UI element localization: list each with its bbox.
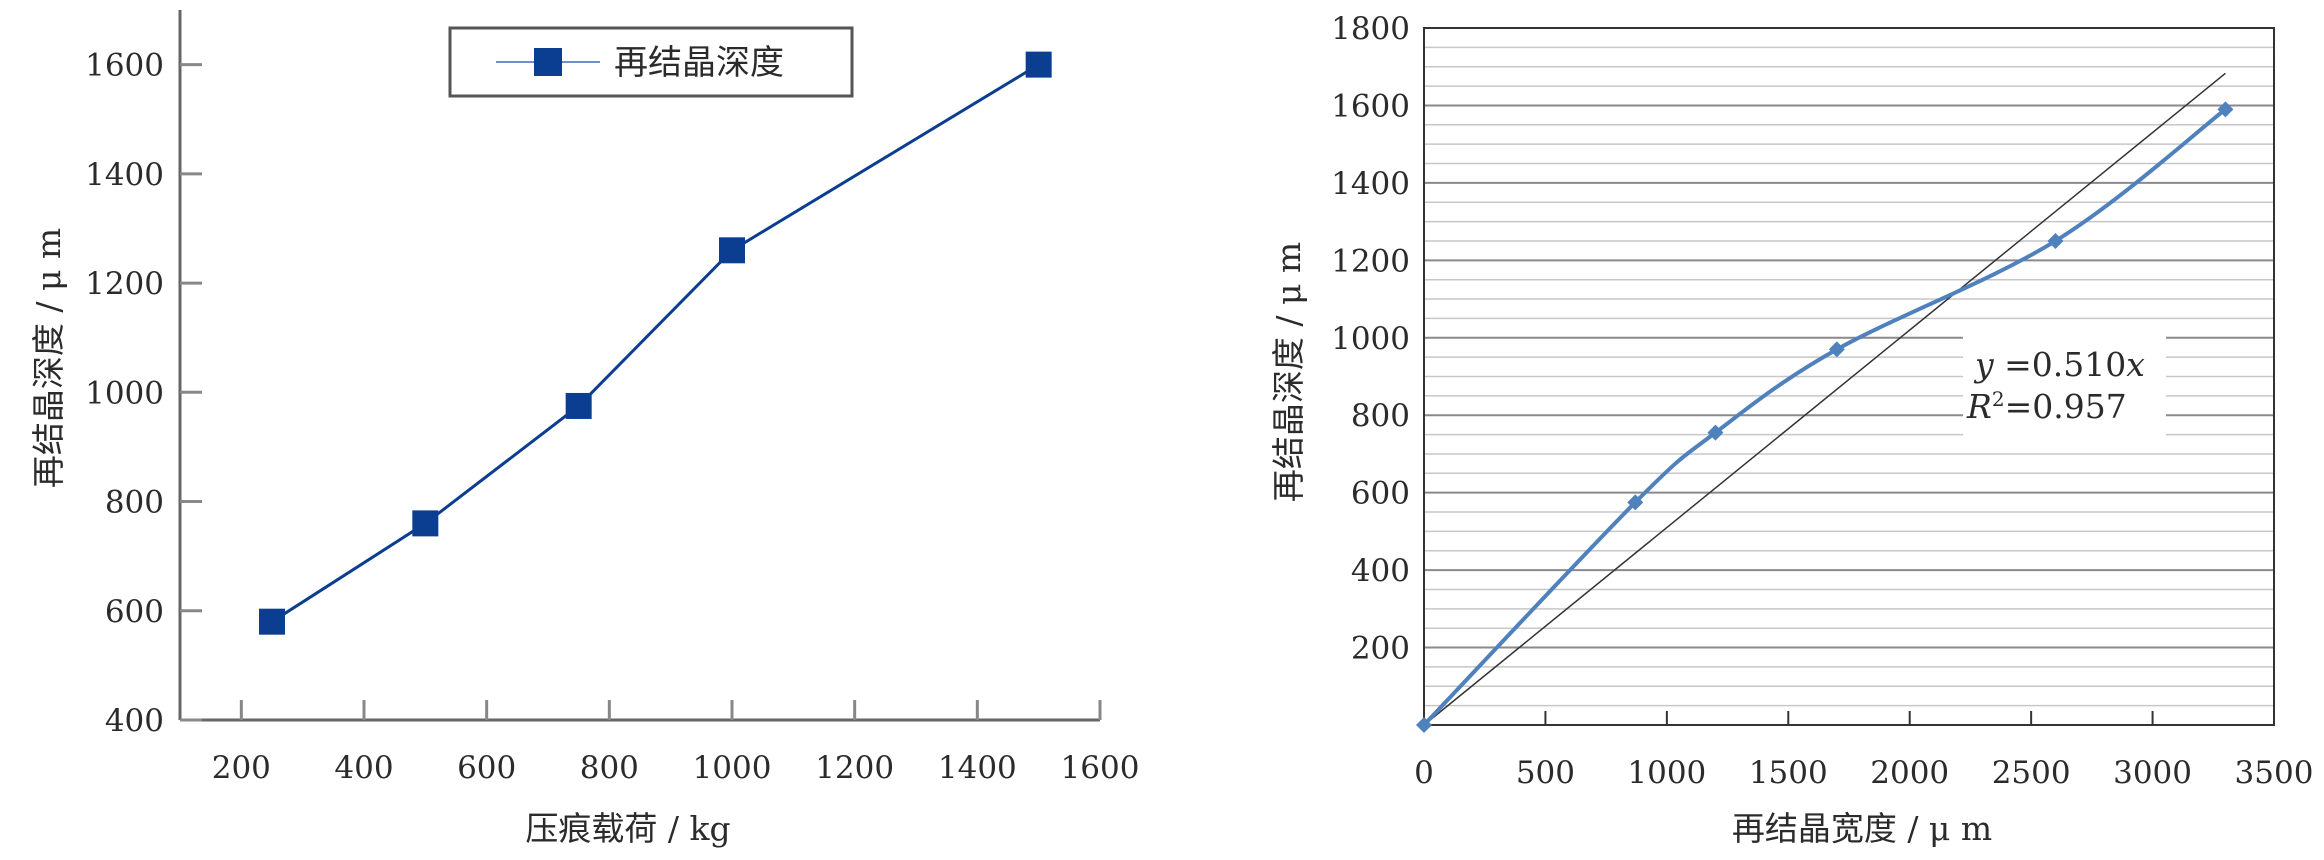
data-point-diamond xyxy=(2217,101,2234,118)
data-point-square xyxy=(565,392,592,419)
y-tick-label: 1200 xyxy=(85,266,164,302)
x-tick-label: 1500 xyxy=(1749,755,1828,791)
legend-square-marker xyxy=(534,48,562,76)
x-tick-label: 600 xyxy=(457,750,516,786)
left-chart-axes xyxy=(178,10,1100,722)
right-chart-y-ticks: 200 400 600 800 1000 1200 1400 1600 1800 xyxy=(1331,11,1410,667)
right-chart-x-axis-label: 再结晶宽度 / μ m xyxy=(1732,809,1992,848)
plot-frame xyxy=(1423,27,2275,726)
y-tick-label: 200 xyxy=(1351,631,1410,667)
r-squared: R2=0.957 xyxy=(1966,387,2127,426)
y-tick-label: 1000 xyxy=(85,375,164,411)
y-tick-label: 1600 xyxy=(85,48,164,84)
right-chart-frame xyxy=(1423,27,2275,726)
x-tick-label: 3500 xyxy=(2235,755,2314,791)
y-tick-label: 1400 xyxy=(1331,166,1410,202)
data-point-square xyxy=(719,237,745,264)
left-chart-legend: 再结晶深度 xyxy=(448,26,854,98)
y-tick-label: 400 xyxy=(105,703,164,739)
x-tick-label: 3000 xyxy=(2113,755,2192,791)
y-tick-label: 400 xyxy=(1351,553,1410,589)
left-chart-x-ticks: 200 400 600 800 1000 1200 1400 1600 xyxy=(212,700,1140,786)
trendline-equation-box: y =0.510x R2=0.957 xyxy=(1963,336,2166,440)
left-chart-y-ticks: 400 600 800 1000 1200 1400 1600 xyxy=(85,48,202,739)
y-tick-label: 1800 xyxy=(1331,11,1410,47)
y-tick-label: 1200 xyxy=(1331,243,1410,279)
data-point-square xyxy=(412,510,439,537)
data-point-square xyxy=(1025,51,1052,78)
y-tick-label: 600 xyxy=(1351,476,1410,512)
left-chart-y-axis-label: 再结晶深度 / μ m xyxy=(29,228,68,488)
right-chart: 0 500 1000 1500 2000 2500 3000 3500 200 400 600 80… xyxy=(1269,11,2313,848)
x-tick-label: 2500 xyxy=(1992,755,2071,791)
x-tick-label: 400 xyxy=(334,750,393,786)
data-point-diamond xyxy=(1627,494,1644,511)
x-tick-label: 1000 xyxy=(1627,755,1706,791)
x-tick-label: 1200 xyxy=(815,750,894,786)
series-line xyxy=(271,63,1040,623)
left-chart: 200 400 600 800 1000 1200 1400 1600 400 600 800 10… xyxy=(29,10,1139,848)
regression-equation: y =0.510x xyxy=(1973,345,2145,384)
right-chart-y-axis-label: 再结晶深度 / μ m xyxy=(1269,242,1308,502)
x-tick-label: 2000 xyxy=(1870,755,1949,791)
equation-background xyxy=(1963,336,2166,440)
smoothed-series-curve xyxy=(1422,107,2227,727)
right-chart-x-ticks: 0 500 1000 1500 2000 2500 3000 3500 xyxy=(1414,711,2313,791)
x-tick-label: 800 xyxy=(580,750,639,786)
left-chart-x-axis-label: 压痕载荷 / kg xyxy=(525,809,730,848)
data-point-diamond xyxy=(1828,341,1845,358)
x-tick-label: 1000 xyxy=(693,750,772,786)
x-tick-label: 0 xyxy=(1414,755,1434,791)
right-chart-series xyxy=(1416,101,2234,733)
y-tick-label: 1000 xyxy=(1331,321,1410,357)
data-point-diamond xyxy=(1416,717,1432,733)
right-chart-trendline xyxy=(1423,72,2226,726)
y-tick-label: 600 xyxy=(105,594,164,630)
x-tick-label: 500 xyxy=(1516,755,1575,791)
legend-label: 再结晶深度 xyxy=(614,43,784,83)
y-tick-label: 800 xyxy=(105,485,164,521)
y-tick-label: 1400 xyxy=(85,157,164,193)
x-tick-label: 200 xyxy=(212,750,271,786)
right-chart-grid xyxy=(1424,46,2274,707)
left-chart-series xyxy=(259,51,1052,635)
y-tick-label: 1600 xyxy=(1331,88,1410,124)
data-point-diamond xyxy=(1707,424,1724,441)
data-point-diamond xyxy=(2047,232,2064,249)
data-point-square xyxy=(259,608,285,635)
y-tick-label: 800 xyxy=(1351,398,1410,434)
x-tick-label: 1400 xyxy=(938,750,1017,786)
x-tick-label: 1600 xyxy=(1061,750,1140,786)
linear-trendline xyxy=(1423,72,2226,726)
